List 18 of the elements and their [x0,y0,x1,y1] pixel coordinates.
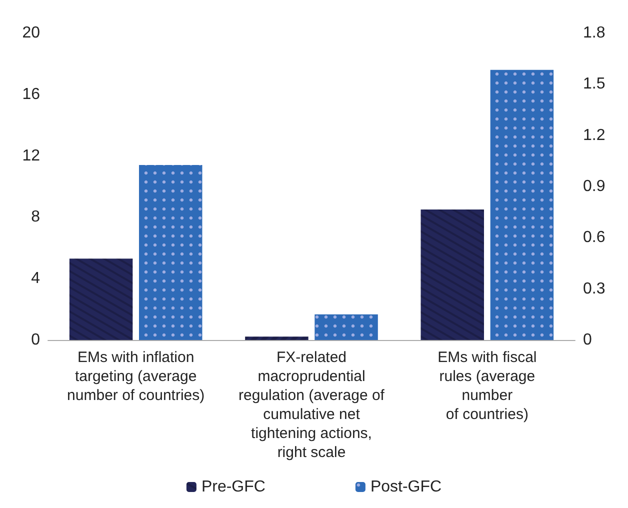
y-tick-label: 0 [31,332,40,348]
legend-label: Post-GFC [370,478,442,496]
y2-tick-label: 1.2 [583,126,606,144]
x-tick-label: FX-related macroprudential regulation (average of cumulative net tightening actions, right scale [238,349,386,461]
y2-tick-label: 0.9 [583,178,606,195]
y-tick-label: 16 [22,86,40,103]
y-tick-label: 8 [31,208,40,226]
x-tick-label: EMs with fiscal rules (average number of countries) [438,349,537,423]
legend-label: Pre-GFC [201,478,266,496]
x-tick-label: EMs with inflation targeting (average number of countries) [67,349,205,404]
y2-tick-label: 1.8 [583,24,606,42]
y2-tick-label: 1.5 [583,76,606,93]
y2-tick-label: 0.3 [583,280,606,298]
y-tick-label: 4 [31,270,40,288]
y-tick-label: 20 [22,24,40,42]
y2-tick-label: 0.6 [583,229,606,246]
y2-tick-label: 0 [583,332,592,348]
y-tick-label: 12 [22,147,40,164]
